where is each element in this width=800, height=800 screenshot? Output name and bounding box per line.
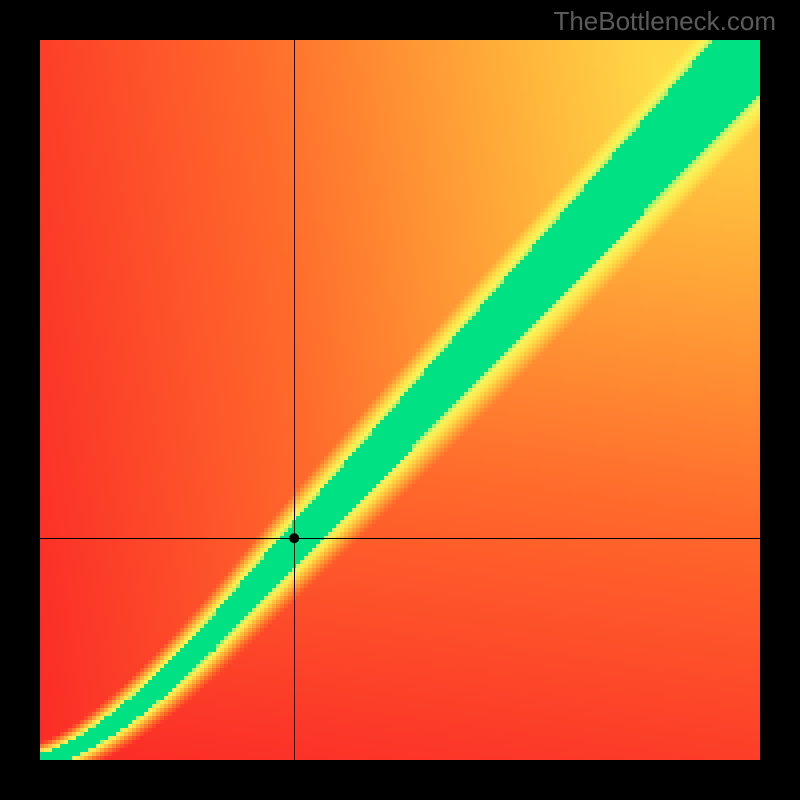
heatmap-overlay [40, 40, 760, 760]
watermark-text: TheBottleneck.com [553, 6, 776, 37]
chart-container: TheBottleneck.com [0, 0, 800, 800]
